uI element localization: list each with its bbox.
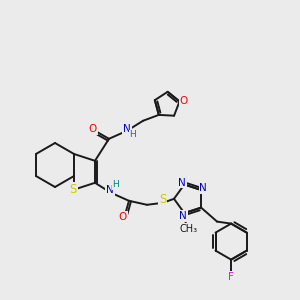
Text: F: F <box>228 272 234 282</box>
Text: O: O <box>89 124 97 134</box>
Text: N: N <box>178 178 186 188</box>
Text: N: N <box>123 124 131 134</box>
Text: H: H <box>130 130 136 139</box>
Text: H: H <box>112 180 119 189</box>
Text: N: N <box>199 183 207 193</box>
Text: N: N <box>106 185 114 195</box>
Text: S: S <box>159 193 167 206</box>
Text: S: S <box>69 183 77 196</box>
Text: O: O <box>179 96 188 106</box>
Text: O: O <box>119 212 127 222</box>
Text: N: N <box>179 211 187 221</box>
Text: CH₃: CH₃ <box>179 224 197 234</box>
